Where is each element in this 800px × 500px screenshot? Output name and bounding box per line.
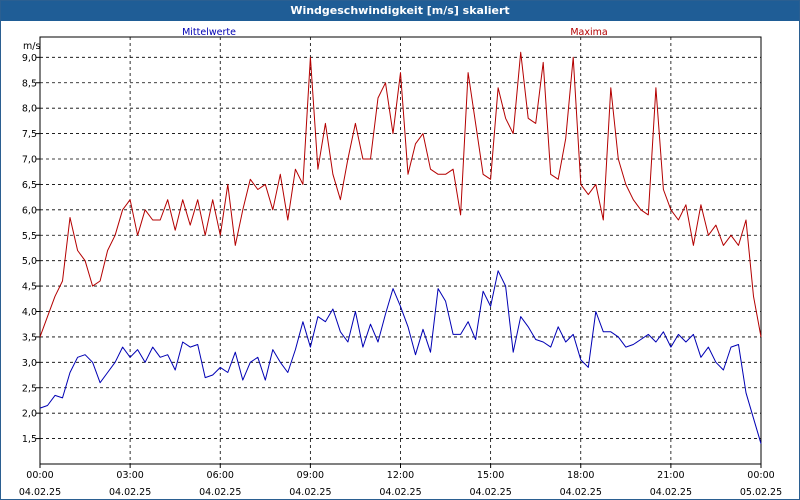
y-tick-label: 1,5 [22, 434, 37, 445]
x-tick-time: 06:00 [207, 470, 234, 481]
x-tick-time: 12:00 [387, 470, 414, 481]
y-tick-label: 2,5 [22, 383, 37, 394]
line-chart: m/s Mittelwerte Maxima 1,5 2,0 2,5 3,0 3,5 4,… [19, 27, 782, 498]
y-tick-label: 7,5 [22, 129, 37, 140]
y-tick-label: 4,0 [22, 307, 37, 318]
series-lines [39, 51, 762, 444]
y-axis-label: m/s [23, 41, 40, 52]
y-axis-ticks: 1,5 2,0 2,5 3,0 3,5 4,0 4,5 5,0 5,5 6,0 6,5 7,0 7,5 8… [22, 53, 40, 445]
x-tick-date: 04.02.25 [289, 487, 331, 498]
x-tick-date: 04.02.25 [469, 487, 511, 498]
window-title: Windgeschwindigkeit [m/s] skaliert [1, 1, 799, 21]
y-tick-label: 6,5 [22, 180, 37, 191]
series-line-maxima [39, 51, 762, 338]
y-tick-label: 2,0 [22, 409, 37, 420]
x-tick-time: 03:00 [116, 470, 143, 481]
x-tick-date: 04.02.25 [19, 487, 61, 498]
y-tick-label: 6,0 [22, 205, 37, 216]
x-tick-time: 15:00 [477, 470, 504, 481]
y-tick-label: 3,0 [22, 358, 37, 369]
x-tick-time: 09:00 [297, 470, 324, 481]
y-tick-label: 8,0 [22, 104, 37, 115]
x-tick-date: 05.02.25 [740, 487, 782, 498]
x-tick-date: 04.02.25 [560, 487, 602, 498]
x-tick-time: 18:00 [567, 470, 594, 481]
y-tick-label: 5,0 [22, 256, 37, 267]
y-tick-label: 5,5 [22, 231, 37, 242]
x-tick-date: 04.02.25 [199, 487, 241, 498]
x-tick-time: 00:00 [747, 470, 774, 481]
x-tick-date: 04.02.25 [379, 487, 421, 498]
y-tick-label: 9,0 [22, 53, 37, 64]
y-tick-label: 3,5 [22, 332, 37, 343]
x-tick-time: 00:00 [26, 470, 53, 481]
y-tick-label: 8,5 [22, 78, 37, 89]
x-tick-date: 04.02.25 [109, 487, 151, 498]
legend-mittelwerte: Mittelwerte [182, 27, 236, 38]
grid-lines [40, 37, 761, 464]
x-axis-ticks: 00:00 04.02.25 03:00 04.02.25 06:00 04.02.25 0… [19, 464, 782, 498]
series-line-mittelwerte [39, 270, 762, 444]
y-tick-label: 4,5 [22, 282, 37, 293]
legend-maxima: Maxima [570, 27, 607, 38]
x-tick-date: 04.02.25 [650, 487, 692, 498]
x-tick-time: 21:00 [657, 470, 684, 481]
y-tick-label: 7,0 [22, 155, 37, 166]
